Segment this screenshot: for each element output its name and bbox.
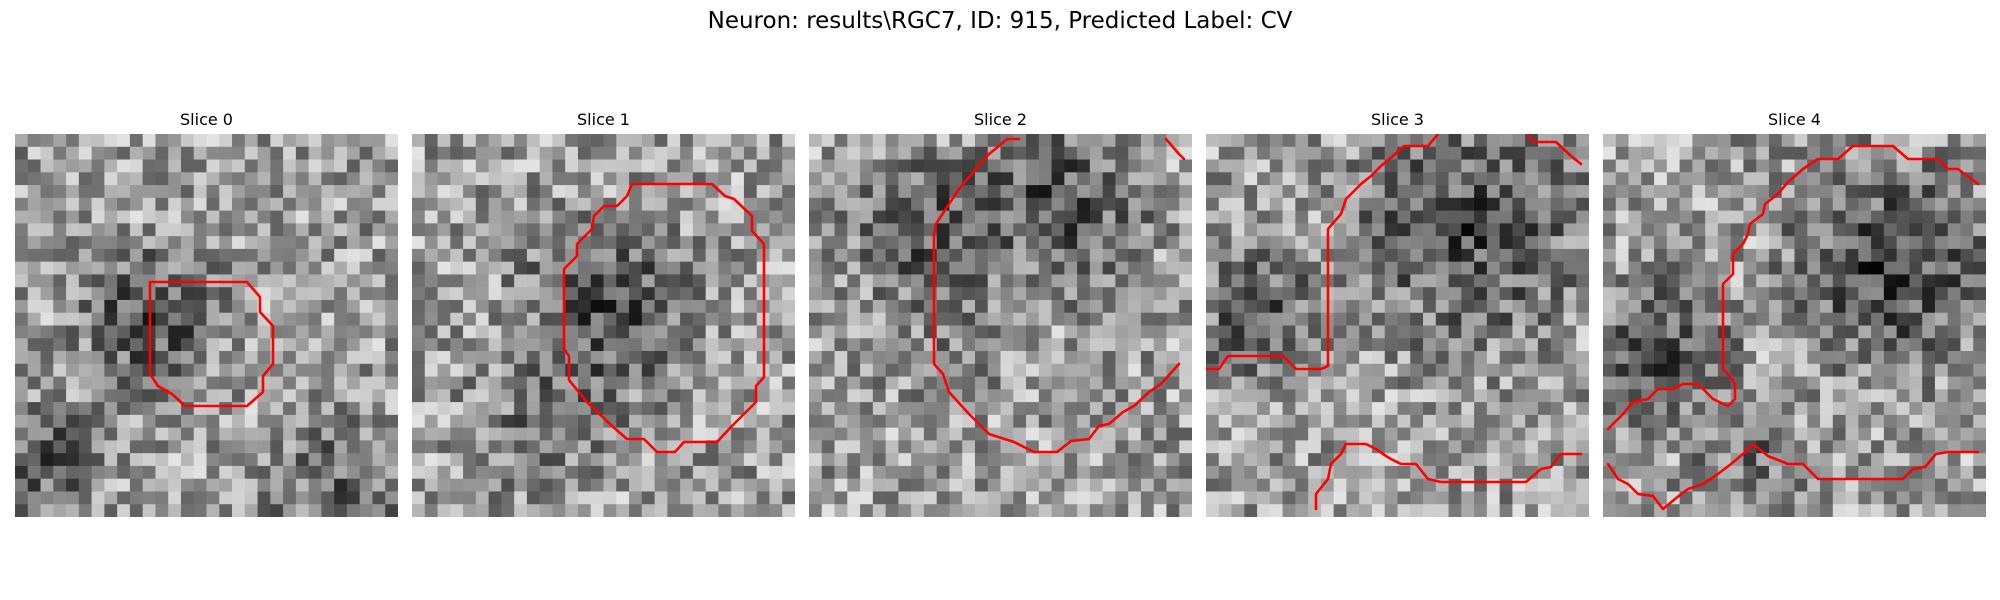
grayscale-image: [1603, 134, 1986, 517]
contour-fragment: [1526, 134, 1583, 166]
contour-outline: [1606, 144, 1980, 431]
contour-outline: [148, 280, 275, 408]
slice-title: Slice 0: [180, 110, 233, 129]
grayscale-image: [412, 134, 795, 517]
slice-panel-3: Slice 3: [1206, 110, 1589, 517]
grayscale-image: [1206, 134, 1589, 517]
contour-outline: [932, 137, 1181, 454]
contour-fragment: [1314, 442, 1583, 511]
grayscale-image: [15, 134, 398, 517]
slice-panel-4: Slice 4: [1603, 110, 1986, 517]
slice-panel-1: Slice 1: [412, 110, 795, 517]
figure-title: Neuron: results\RGC7, ID: 915, Predicted…: [707, 8, 1293, 34]
contour-fragment: [1164, 137, 1186, 161]
slice-title: Slice 3: [1371, 110, 1424, 129]
contour-outline: [1206, 134, 1440, 371]
contour-outline: [562, 182, 766, 454]
slice-image-0: [15, 134, 398, 517]
slice-image-2: [809, 134, 1192, 517]
grayscale-image: [809, 134, 1192, 517]
slice-image-4: [1603, 134, 1986, 517]
slice-panel-0: Slice 0: [15, 110, 398, 517]
slice-title: Slice 2: [974, 110, 1027, 129]
slice-panel-2: Slice 2: [809, 110, 1192, 517]
slice-title: Slice 4: [1768, 110, 1821, 129]
contour-fragment: [1606, 442, 1980, 511]
slice-title: Slice 1: [577, 110, 630, 129]
slice-image-1: [412, 134, 795, 517]
slice-image-3: [1206, 134, 1589, 517]
